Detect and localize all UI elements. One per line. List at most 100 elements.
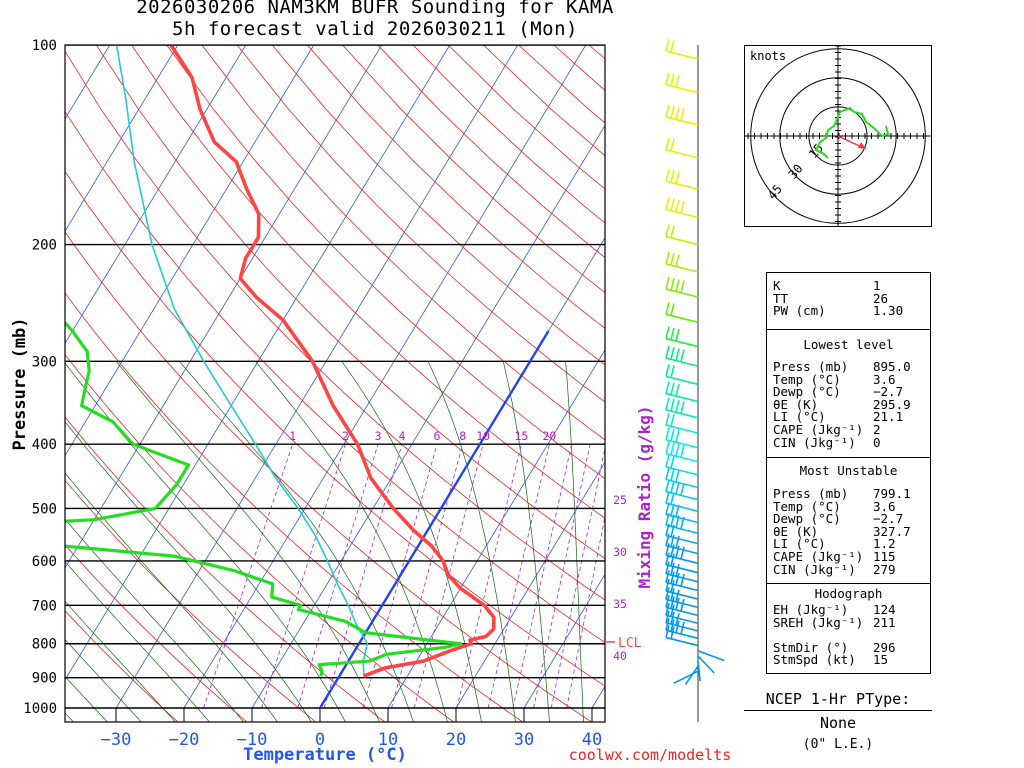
index-value: 124 [873, 602, 896, 617]
wind-barb [665, 523, 699, 545]
index-row: Dewp (°C) −2.7 [773, 511, 924, 526]
moist-adiabat-line [502, 361, 550, 722]
wind-barb [665, 427, 699, 449]
index-value: 799.1 [873, 486, 911, 501]
plot-frame [64, 44, 606, 723]
index-value: 3.6 [873, 498, 896, 514]
index-value: 1.2 [873, 536, 896, 552]
pressure-tick-label: 900 [32, 671, 57, 687]
mixing-ratio-label: 15 [514, 429, 528, 443]
wind-barb [665, 603, 699, 625]
mixing-ratio-line [203, 444, 293, 709]
wind-barb [665, 491, 699, 513]
wind-barb [665, 326, 699, 348]
wind-barb [665, 502, 699, 524]
index-value: 26 [873, 290, 889, 306]
wind-barb [665, 302, 699, 324]
hodograph-ring-label: 45 [765, 182, 785, 202]
title-line-2: 5h forecast valid 2026030211 (Mon) [172, 18, 578, 40]
hodograph-ring-label: 30 [786, 162, 806, 182]
wind-barb [665, 533, 699, 555]
pressure-tick-label: 100 [32, 38, 57, 54]
mixing-ratio-label: 2 [342, 429, 349, 443]
pressure-tick-label: 800 [32, 637, 57, 653]
most-unstable-title: Most Unstable [799, 463, 898, 478]
wind-barb [665, 625, 699, 647]
credit-text[interactable]: coolwx.com/modelts [569, 746, 732, 764]
pressure-tick-label: 300 [32, 354, 57, 370]
isotherm-line [65, 45, 451, 681]
index-label: Temp (°C) [773, 371, 841, 387]
temperature-trace [169, 45, 496, 678]
index-row: θE (K) 327.7 [773, 524, 924, 539]
isotherm-line [65, 45, 179, 232]
wind-barb [665, 197, 699, 219]
mixing-ratio-line [456, 444, 522, 709]
index-value: 15 [873, 652, 889, 668]
dry-adiabat-line [201, 45, 605, 441]
moist-adiabat-line [65, 518, 244, 722]
moist-adiabat-line [65, 600, 176, 722]
dry-adiabat-line [65, 416, 386, 722]
dry-adiabat-line [166, 45, 605, 480]
ptype-value: None [819, 714, 857, 732]
wind-barb [697, 661, 701, 682]
index-row: Press (mb) 895.0 [773, 359, 924, 374]
index-label: CIN (Jkg⁻¹) [773, 561, 856, 577]
mixing-ratio-line [362, 444, 438, 709]
index-row: LI (°C) 1.2 [773, 536, 924, 551]
index-label: TT [773, 290, 789, 306]
dry-adiabat-line [65, 353, 455, 722]
wind-barb [665, 224, 699, 246]
mixing-ratio-line [533, 444, 591, 709]
wind-barb [665, 543, 699, 565]
dry-adiabat-line [65, 479, 317, 722]
mixing-ratio-label: 3 [375, 429, 382, 443]
pressure-tick-label: 500 [32, 501, 57, 517]
wind-barb [665, 276, 699, 298]
mixing-ratio-label: 4 [399, 429, 406, 443]
indices-panel: K 1 TT 26 PW (cm) 1.30 Lowest level Press (mb… [766, 272, 931, 674]
divider [767, 329, 930, 330]
moist-adiabat-line [255, 361, 448, 722]
index-row: Temp (°C) 3.6 [773, 372, 924, 387]
index-label: θE (K) [773, 523, 819, 539]
index-row: CAPE (Jkg⁻¹) 2 [773, 422, 924, 437]
moist-adiabat-line [65, 676, 108, 722]
divider [767, 583, 930, 584]
ptype-liquid: (0" L.E.) [802, 737, 874, 752]
moist-adiabat-line [65, 560, 210, 722]
dry-adiabat-line [65, 170, 605, 687]
index-label: StmDir (°) [773, 639, 849, 655]
wind-barb [665, 479, 699, 501]
wind-barb [684, 665, 699, 685]
mixing-ratio-label: 30 [613, 545, 627, 559]
mixing-ratio-line [391, 444, 464, 709]
index-row: LI (°C) 21.1 [773, 409, 924, 424]
mixing-ratio-label: 25 [613, 493, 627, 507]
mixing-ratio-line [512, 444, 573, 709]
pressure-tick-label: 700 [32, 598, 57, 614]
dry-adiabat-line [65, 292, 523, 722]
index-row: Press (mb) 799.1 [773, 486, 924, 501]
index-value: 295.9 [873, 396, 911, 412]
index-label: EH (Jkg⁻¹) [773, 602, 849, 617]
index-label: K [773, 278, 781, 293]
temp-tick-label: −30 [101, 730, 132, 750]
moist-adiabat-line [427, 361, 516, 722]
wind-barb [665, 381, 699, 403]
index-row: CAPE (Jkg⁻¹) 115 [773, 549, 924, 564]
moist-adiabat-line [179, 361, 414, 722]
index-row: EH (Jkg⁻¹) 124 [773, 602, 924, 617]
moist-adiabat-line [341, 361, 482, 722]
moist-adiabat-line [65, 421, 312, 722]
index-label: LI (°C) [773, 536, 826, 552]
moist-adiabat-line [65, 362, 346, 722]
index-label: LI (°C) [773, 409, 826, 425]
moist-adiabat-line [116, 361, 380, 722]
index-label: CIN (Jkg⁻¹) [773, 434, 856, 450]
dry-adiabat-line [447, 45, 605, 190]
isotherm-line [115, 45, 519, 709]
